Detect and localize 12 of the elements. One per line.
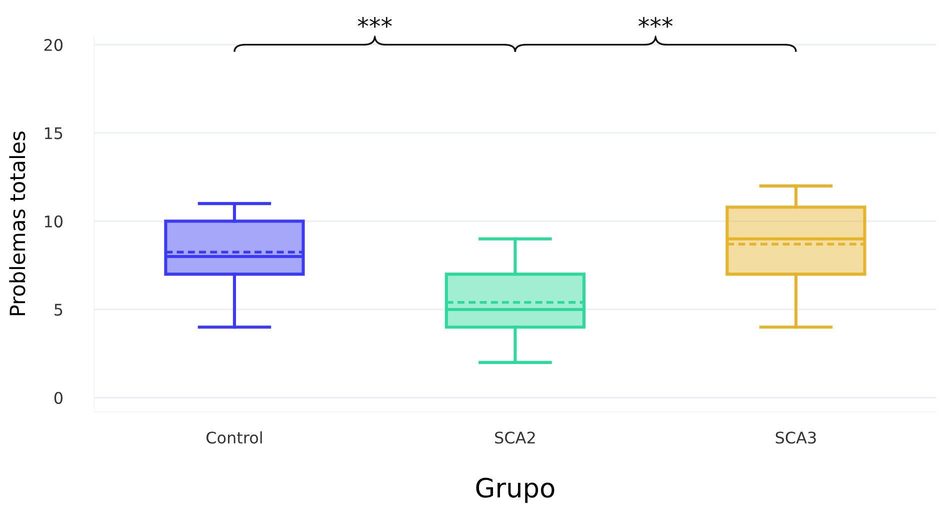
y-tick-label: 5 [54,304,62,316]
x-axis-title: Grupo [476,478,554,503]
y-tick-label: 0 [54,392,62,404]
text: *** [638,16,673,28]
y-tick-label: 20 [44,38,62,51]
x-tick-label: SCA2 [495,432,535,444]
x-tick-label: SCA3 [776,432,816,444]
x-tick-label: Control [206,431,262,444]
y-tick-label: 10 [44,215,62,228]
y-tick-label: 15 [44,127,62,140]
y-axis-title: Problemas totales [9,132,26,316]
text: *** [358,16,392,28]
